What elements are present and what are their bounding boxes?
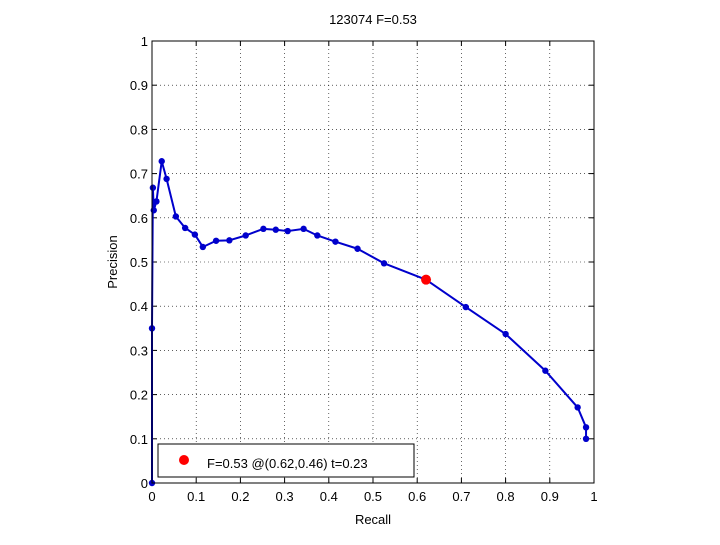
- y-tick-label: 0.3: [130, 343, 148, 358]
- pr-curve-point: [199, 243, 207, 251]
- legend-label: F=0.53 @(0.62,0.46) t=0.23: [207, 456, 368, 471]
- grid-lines: [152, 41, 594, 483]
- pr-curve-point: [260, 225, 267, 233]
- x-tick-label: 0.2: [231, 489, 249, 504]
- x-tick-label: 0.5: [364, 489, 382, 504]
- y-tick-label: 0.2: [130, 388, 148, 403]
- y-axis-label: Precision: [105, 235, 120, 288]
- y-tick-label: 0.9: [130, 78, 148, 93]
- pr-curve-point: [582, 435, 590, 442]
- x-tick-label: 0.7: [452, 489, 470, 504]
- highlight-layer: [421, 274, 432, 285]
- x-tick-label: 0.1: [187, 489, 205, 504]
- x-tick-label: 0.9: [541, 489, 559, 504]
- x-tick-label: 0.6: [408, 489, 426, 504]
- best-f-point: [421, 274, 432, 285]
- plot-frame: [151, 40, 595, 484]
- x-tick-label: 0.8: [497, 489, 515, 504]
- pr-curve-point: [163, 175, 170, 183]
- legend-marker: [179, 455, 189, 465]
- pr-curve-point: [149, 184, 157, 191]
- legend-box: [157, 443, 415, 478]
- pr-curve-point: [300, 225, 307, 233]
- x-tick-label: 0.3: [276, 489, 294, 504]
- y-tick-label: 0.4: [130, 299, 148, 314]
- y-tick-label: 0.7: [130, 167, 148, 182]
- pr-curve-point: [181, 224, 189, 232]
- pr-curve-point: [226, 237, 233, 244]
- pr-curve-point: [314, 232, 321, 239]
- series-layer: [148, 158, 590, 487]
- y-tick-label: 0.5: [130, 255, 148, 270]
- y-tick-label: 0.8: [130, 122, 148, 137]
- legend: F=0.53 @(0.62,0.46) t=0.23: [157, 443, 415, 478]
- pr-curve-point: [542, 367, 549, 374]
- pr-curve-point: [462, 303, 470, 311]
- pr-curve-point: [272, 226, 279, 233]
- x-axis-label: Recall: [355, 512, 391, 527]
- y-tick-labels: 0 0.1 0.2 0.3 0.4 0.5 0.6 0.7 0.8 0.9 1: [130, 34, 148, 491]
- pr-curve-point: [153, 198, 160, 205]
- chart-title: 123074 F=0.53: [329, 12, 417, 27]
- x-tick-label: 1: [590, 489, 597, 504]
- pr-curve-point: [242, 232, 249, 239]
- y-tick-label: 0.1: [130, 432, 148, 447]
- pr-curve-point: [332, 238, 339, 245]
- pr-curve-point: [582, 424, 590, 431]
- x-tick-labels: 0 0.1 0.2 0.3 0.4 0.5 0.6 0.7 0.8 0.9 1: [148, 489, 597, 504]
- y-tick-label: 0: [141, 476, 148, 491]
- pr-curve-point: [158, 158, 165, 165]
- pr-curve-point: [191, 231, 199, 238]
- pr-curve-point: [502, 330, 509, 338]
- x-tick-label: 0: [148, 489, 155, 504]
- pr-curve-point: [380, 260, 388, 267]
- pr-curve-point: [354, 245, 361, 252]
- y-tick-label: 0.6: [130, 211, 148, 226]
- x-tick-label: 0.4: [320, 489, 338, 504]
- y-tick-label: 1: [141, 34, 148, 49]
- pr-curve-point: [284, 227, 291, 235]
- pr-curve-point: [574, 404, 581, 411]
- pr-curve-point: [212, 237, 220, 244]
- pr-curve-point: [172, 213, 180, 220]
